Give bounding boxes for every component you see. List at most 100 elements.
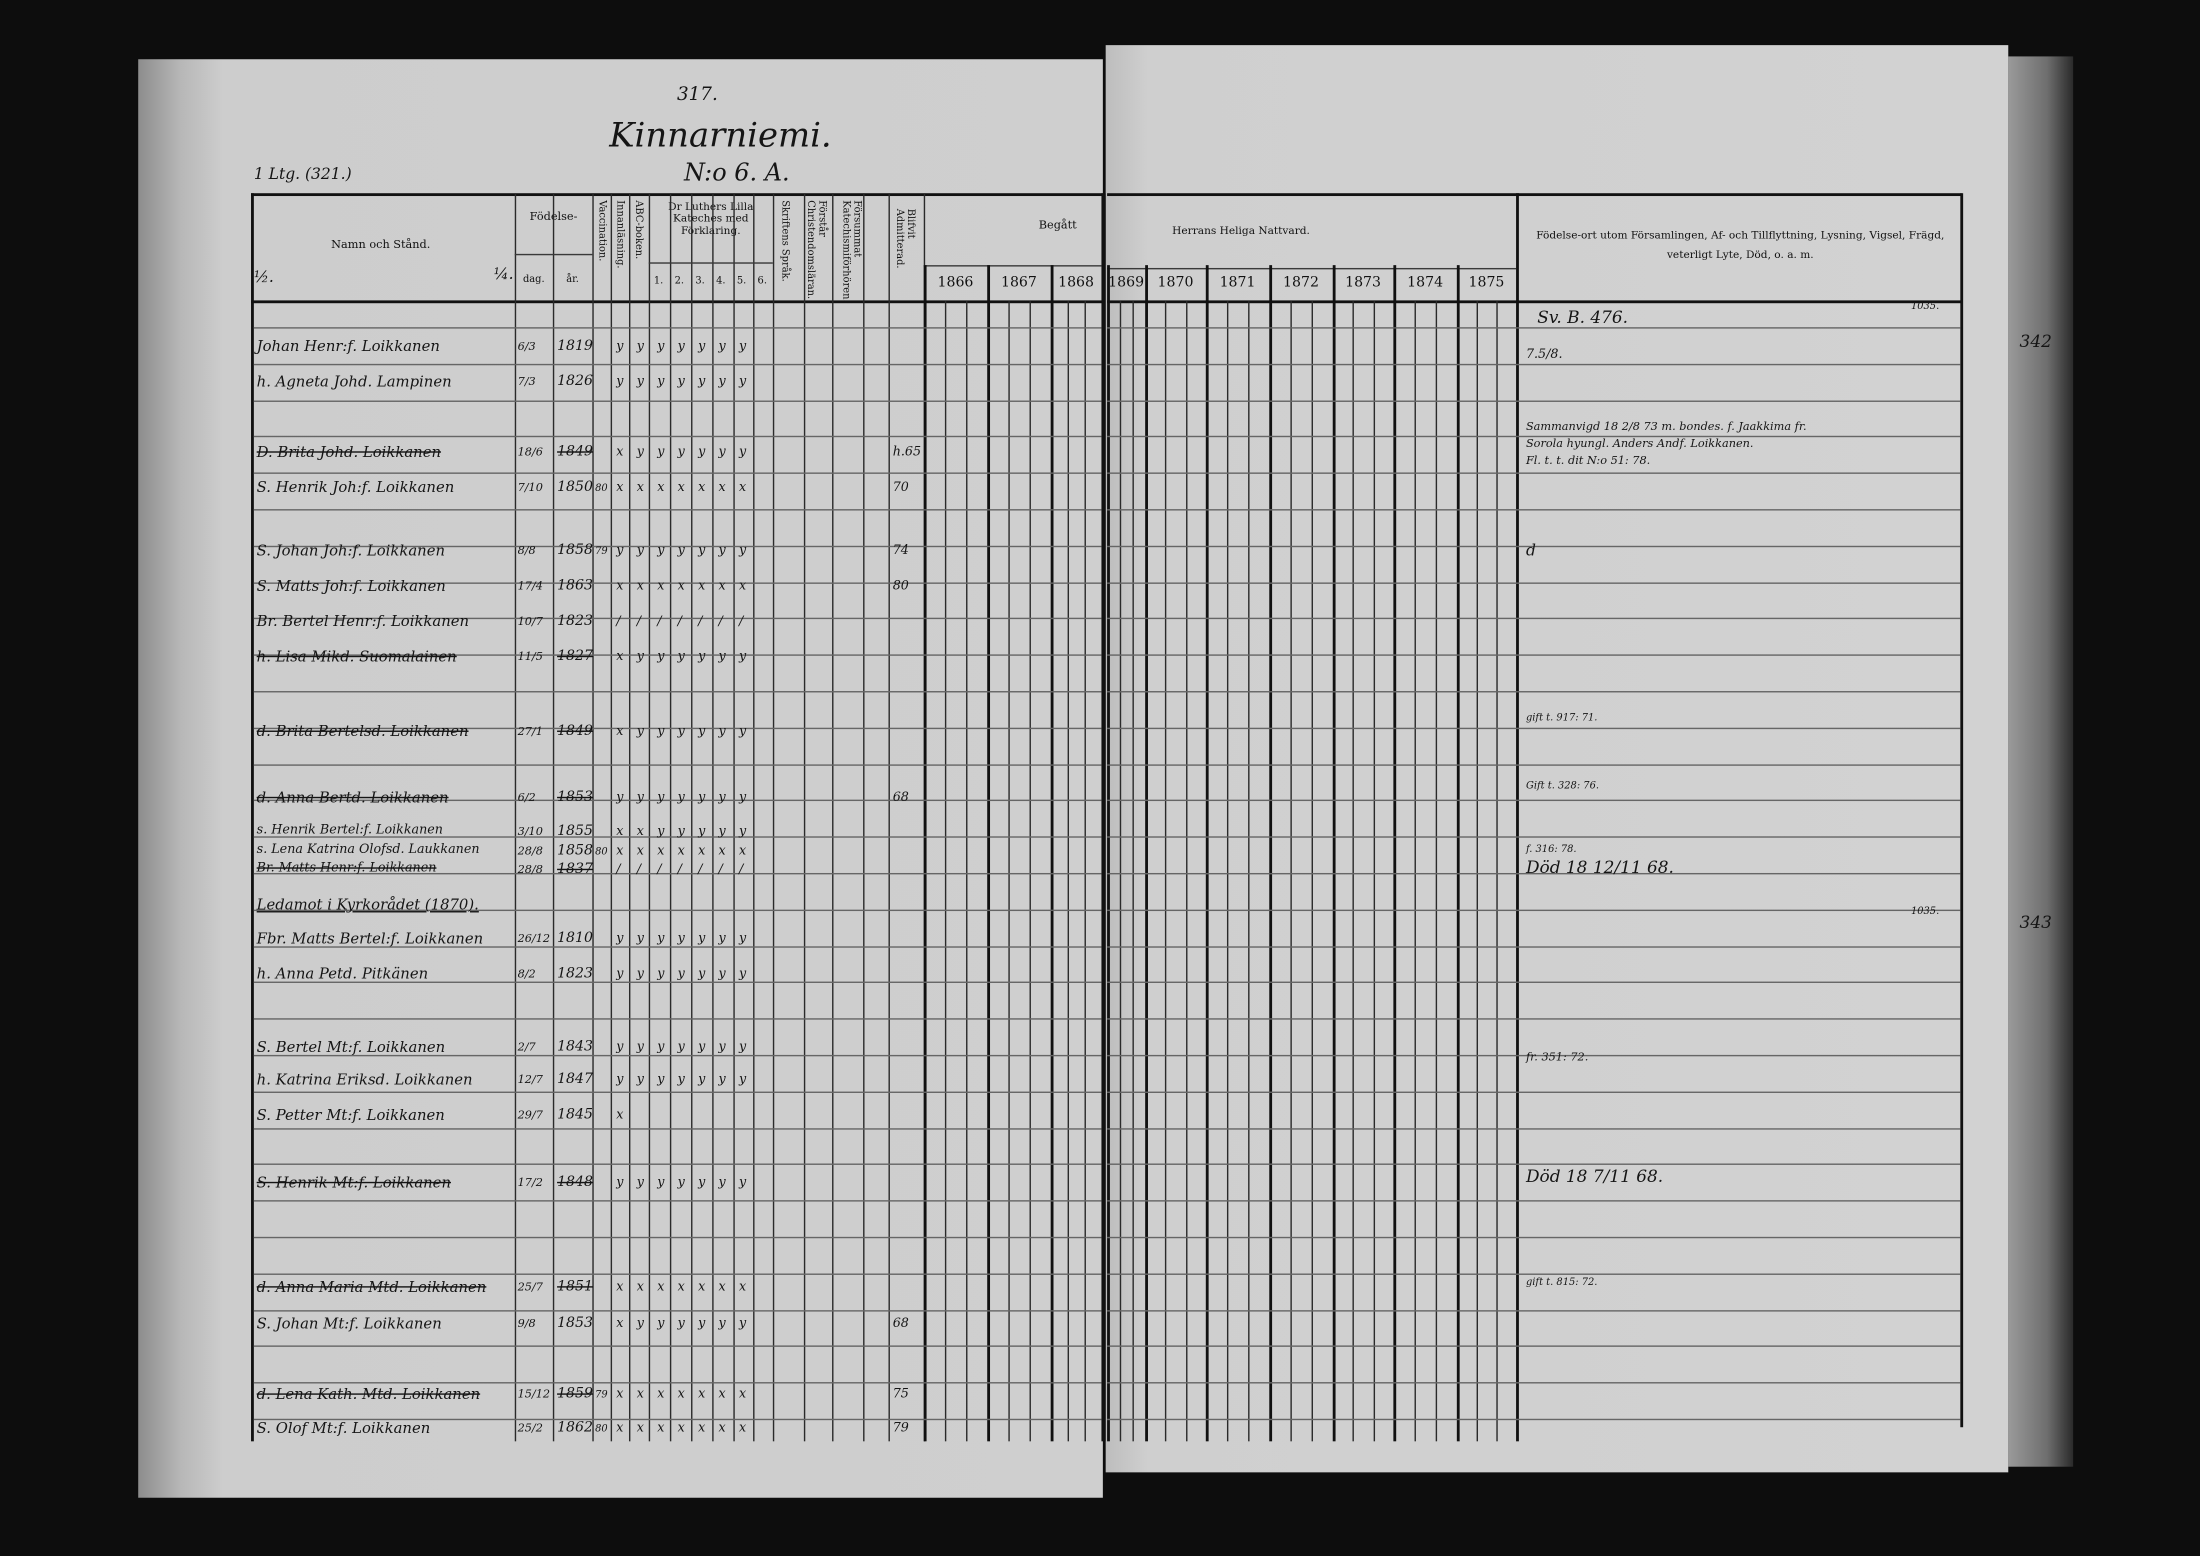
progress-mark: y xyxy=(636,650,644,665)
birth-day: 15/12 xyxy=(517,1387,551,1401)
progress-mark: y xyxy=(738,1040,747,1055)
page-number: 317. xyxy=(676,84,718,106)
person-name: Johan Henr:f. Loikkanen xyxy=(256,338,440,356)
progress-mark: x xyxy=(738,1421,747,1436)
progress-mark: y xyxy=(698,339,706,354)
col-catechism: Dr Luthers Lilla Kateches med Förklaring… xyxy=(668,200,754,237)
row-line xyxy=(253,1018,1102,1020)
progress-mark: x xyxy=(657,1421,665,1436)
birth-year: 1853 xyxy=(557,1315,593,1332)
row-line xyxy=(1107,1309,1961,1312)
row-line xyxy=(253,800,1102,802)
birth-year: 1851 xyxy=(557,1279,593,1295)
progress-mark: / xyxy=(616,863,621,878)
progress-mark: x xyxy=(636,579,644,594)
birth-day: 26/12 xyxy=(517,932,551,945)
col-attended: Begått xyxy=(1038,218,1077,232)
progress-mark: y xyxy=(718,1040,726,1055)
year-label: 1875 xyxy=(1468,275,1505,291)
birth-year: 1823 xyxy=(557,613,593,629)
row-line xyxy=(253,509,1102,511)
sub-column-line xyxy=(1414,300,1416,1442)
progress-mark: / xyxy=(636,614,642,629)
row-line xyxy=(253,545,1102,547)
progress-mark: y xyxy=(738,1073,747,1088)
progress-mark: y xyxy=(677,1040,685,1055)
gutter-border xyxy=(1101,193,1106,1442)
note-entry: gift t. 917: 71. xyxy=(1525,712,1598,724)
admitted-year: 68 xyxy=(892,791,909,806)
person-name: Br. Bertel Henr:f. Loikkanen xyxy=(256,613,470,631)
row-line xyxy=(1107,581,1961,584)
progress-mark: x xyxy=(738,1280,747,1295)
sub-column-line xyxy=(1029,300,1031,1442)
column-line xyxy=(733,193,735,1442)
progress-mark: y xyxy=(718,1317,726,1332)
row-line xyxy=(253,1345,1102,1348)
person-name: D. Brita Johd. Loikkanen xyxy=(256,444,442,462)
admitted-year: 80 xyxy=(892,579,909,594)
progress-mark: y xyxy=(677,1176,685,1191)
row-line xyxy=(1107,618,1961,620)
year-label: 1869 xyxy=(1108,275,1145,291)
col-year: år. xyxy=(566,273,579,285)
row-line xyxy=(253,1054,1102,1057)
progress-mark: y xyxy=(698,544,706,559)
progress-mark: / xyxy=(677,863,682,878)
progress-mark: y xyxy=(677,967,685,982)
birth-year: 1853 xyxy=(557,789,593,806)
progress-mark: x xyxy=(718,579,726,594)
note-entry: 7.5/8. xyxy=(1525,348,1563,363)
progress-mark: y xyxy=(657,724,665,739)
progress-mark: y xyxy=(657,544,665,559)
row-line xyxy=(253,872,1102,875)
left-page xyxy=(138,59,1103,1498)
margin-number: 343 xyxy=(2019,912,2052,933)
note-entry: f. 316: 78. xyxy=(1525,843,1577,855)
person-name: S. Johan Mt:f. Loikkanen xyxy=(256,1315,442,1333)
progress-mark: y xyxy=(738,1317,747,1332)
row-line xyxy=(253,1273,1102,1275)
quarter-mark: ¼. xyxy=(493,265,514,284)
progress-mark: / xyxy=(698,863,703,878)
village-title: Kinnarniemi. xyxy=(609,115,832,156)
progress-mark: y xyxy=(616,544,624,559)
year-label: 1868 xyxy=(1058,275,1094,291)
note-entry: Sv. B. 476. xyxy=(1537,307,1629,328)
row-line xyxy=(253,1382,1102,1384)
year-column-line xyxy=(1393,265,1397,1442)
col-scripture: Skriftens Språk. xyxy=(779,200,792,282)
row-line xyxy=(253,1164,1102,1166)
year-label: 1871 xyxy=(1219,275,1256,291)
sub-column-line xyxy=(1352,300,1355,1442)
year-column-line xyxy=(987,265,991,1442)
row-line xyxy=(253,327,1102,329)
row-line xyxy=(253,727,1102,729)
progress-mark: y xyxy=(738,967,747,982)
row-line xyxy=(1107,1200,1961,1202)
progress-mark: y xyxy=(657,375,665,390)
progress-mark: y xyxy=(677,724,685,739)
progress-mark: x xyxy=(616,650,624,665)
birth-year: 1837 xyxy=(557,861,593,878)
birth-year: 1855 xyxy=(557,823,593,840)
progress-mark: y xyxy=(718,791,726,806)
progress-mark: y xyxy=(636,544,644,559)
column-line xyxy=(753,193,755,1442)
progress-mark: y xyxy=(738,1176,747,1191)
progress-mark: x xyxy=(657,1280,665,1295)
progress-mark: y xyxy=(657,1176,665,1191)
col-name: Namn och Stånd. xyxy=(331,238,431,252)
row-line xyxy=(253,1309,1102,1312)
row-line xyxy=(253,909,1102,911)
progress-mark: x xyxy=(677,579,685,594)
progress-mark: / xyxy=(657,863,662,878)
col-missed-exams: Försummat Katechismiförhören. xyxy=(840,200,864,303)
column-line xyxy=(628,193,631,1442)
row-line xyxy=(1107,545,1961,547)
progress-mark: x xyxy=(616,1387,624,1402)
progress-mark: y xyxy=(616,1040,624,1055)
birth-day: 18/6 xyxy=(517,445,543,459)
person-name: Ledamot i Kyrkorådet (1870). xyxy=(256,896,479,914)
progress-mark: / xyxy=(616,614,621,629)
